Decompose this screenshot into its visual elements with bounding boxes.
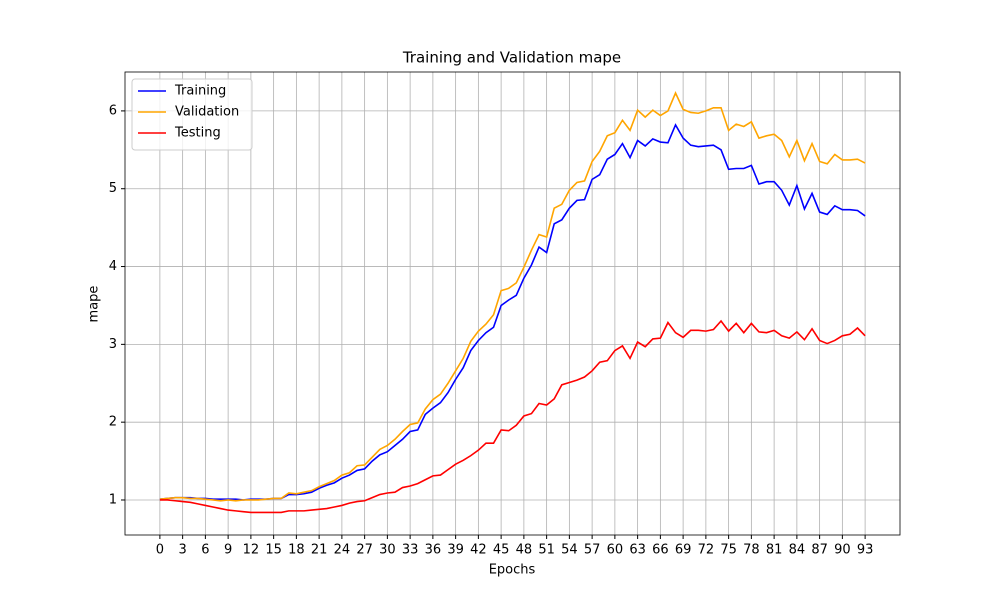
x-tick-label: 30 [379, 543, 396, 558]
legend-label: Training [174, 84, 226, 99]
x-tick-label: 60 [607, 543, 624, 558]
x-tick-label: 81 [766, 543, 783, 558]
x-tick-label: 12 [243, 543, 260, 558]
x-tick-label: 33 [402, 543, 419, 558]
legend-label: Validation [175, 105, 239, 120]
x-tick-label: 57 [584, 543, 601, 558]
x-tick-label: 84 [789, 543, 806, 558]
x-tick-label: 66 [652, 543, 669, 558]
x-tick-label: 24 [334, 543, 351, 558]
x-tick-label: 21 [311, 543, 328, 558]
legend: Training Validation Testing [131, 78, 253, 151]
x-tick-label: 87 [811, 543, 828, 558]
y-tick-label: 1 [109, 492, 117, 507]
x-tick-label: 90 [834, 543, 851, 558]
x-tick-label: 93 [857, 543, 874, 558]
y-tick-label: 3 [109, 337, 117, 352]
x-tick-label: 69 [675, 543, 692, 558]
y-tick-label: 6 [109, 103, 117, 118]
x-tick-label: 18 [288, 543, 305, 558]
plot-frame [124, 71, 901, 536]
x-tick-label: 3 [178, 543, 186, 558]
x-axis-label: Epochs [489, 563, 536, 578]
x-tick-label: 45 [493, 543, 510, 558]
x-tick-label: 15 [265, 543, 282, 558]
y-tick-label: 5 [109, 181, 117, 196]
x-tick-label: 6 [201, 543, 209, 558]
x-tick-label: 63 [629, 543, 646, 558]
series-line [159, 91, 866, 502]
chart-title: Training and Validation mape [402, 49, 621, 67]
series-line [159, 319, 866, 514]
x-tick-label: 9 [224, 543, 232, 558]
y-axis-label: mape [87, 286, 102, 323]
x-tick-label: 51 [538, 543, 555, 558]
x-tick-label: 54 [561, 543, 578, 558]
legend-label: Testing [174, 126, 221, 141]
x-tick-label: 78 [743, 543, 760, 558]
x-tick-label: 0 [156, 543, 164, 558]
y-tick-label: 2 [109, 415, 117, 430]
x-tick-label: 75 [720, 543, 737, 558]
x-tick-label: 42 [470, 543, 487, 558]
x-tick-label: 72 [698, 543, 715, 558]
x-tick-label: 27 [356, 543, 373, 558]
x-tick-label: 39 [447, 543, 464, 558]
x-tick-label: 48 [516, 543, 533, 558]
y-tick-label: 4 [109, 259, 117, 274]
x-tick-label: 36 [425, 543, 442, 558]
